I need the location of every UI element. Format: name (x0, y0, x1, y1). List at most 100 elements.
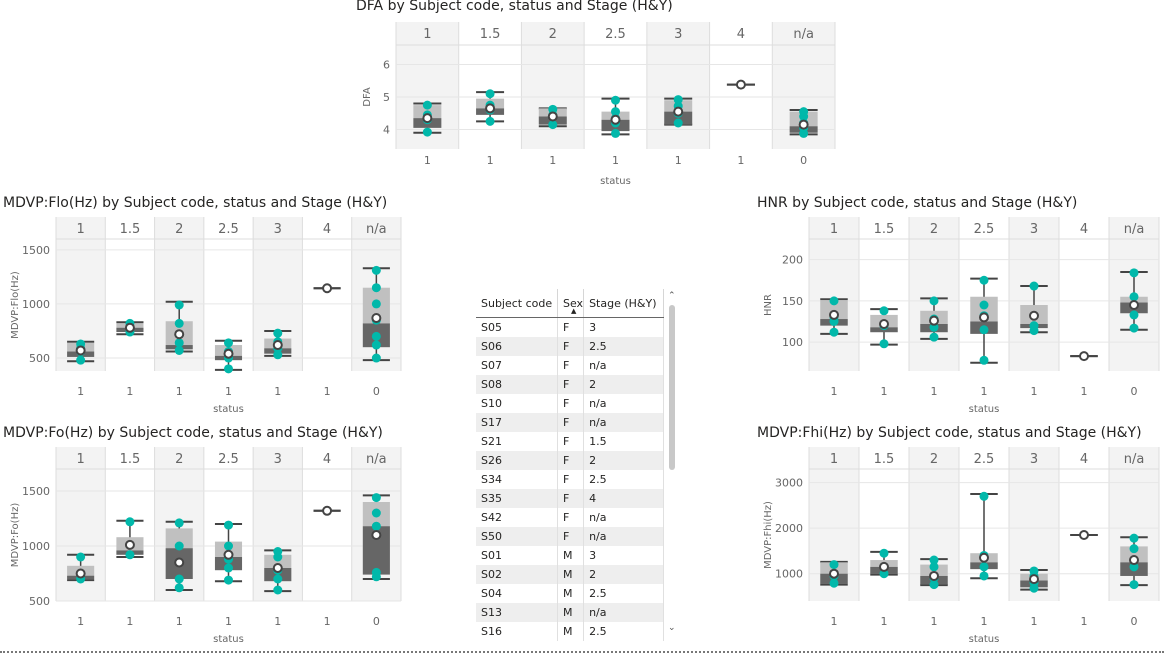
data-point (224, 563, 233, 573)
table-row[interactable]: S04 M 2.5 (476, 584, 664, 603)
cell-stage: n/a (583, 508, 664, 527)
chevron-down-icon[interactable]: ⌄ (668, 623, 676, 633)
facet-header-label: 2.5 (218, 452, 239, 467)
data-point (1029, 566, 1039, 576)
fhi-boxplot-chart[interactable]: MDVP:Fhi(Hz) by Subject code, status and… (754, 423, 1164, 648)
scrollbar-thumb[interactable] (669, 305, 675, 470)
mean-marker (547, 111, 558, 122)
status-tick-label: 1 (981, 615, 988, 628)
mean-marker (1079, 530, 1089, 540)
data-point (1129, 562, 1139, 572)
chevron-up-icon[interactable]: ⌃ (668, 291, 676, 301)
table-row[interactable]: S16 M 2.5 (476, 622, 664, 641)
facet-header-label: 3 (674, 27, 682, 42)
column-header-subject-code[interactable]: Subject code (476, 289, 558, 318)
y-tick-label: 4 (383, 124, 390, 137)
y-tick-label: 500 (29, 595, 50, 608)
column-header-sex[interactable]: Sex ▲ (557, 289, 585, 318)
facet-header-label: 1.5 (874, 222, 895, 237)
x-axis-label: status (969, 404, 1000, 415)
data-point (611, 128, 620, 138)
cell-stage: 2.5 (583, 470, 664, 489)
x-axis-label: status (600, 176, 631, 187)
status-tick-label: 1 (176, 615, 183, 628)
sort-ascending-icon: ▲ (571, 307, 577, 315)
table-row[interactable]: S21 F 1.5 (476, 432, 664, 451)
data-point (611, 95, 620, 105)
box-upper-quartile (1120, 546, 1148, 563)
data-point (1129, 533, 1139, 543)
data-point (224, 541, 233, 551)
dfa-boxplot-chart[interactable]: DFA by Subject code, status and Stage (H… (356, 0, 846, 190)
box-lower-quartile (664, 111, 693, 125)
data-point (371, 299, 381, 309)
y-tick-label: 2000 (775, 522, 803, 535)
facet-header-label: n/a (1124, 452, 1145, 467)
y-axis-label: DFA (362, 87, 373, 107)
table-scrollbar[interactable]: ⌃ ⌄ (665, 289, 679, 637)
table-row[interactable]: S05 F 3 (476, 317, 664, 337)
mean-marker (322, 505, 333, 516)
facet-header-label: 4 (323, 222, 331, 237)
facet-panel-bg (646, 22, 710, 149)
table-row[interactable]: S02 M 2 (476, 565, 664, 584)
cell-sex: M (557, 603, 585, 622)
facet-header-label: 1.5 (120, 222, 141, 237)
cell-subject-code: S35 (476, 489, 558, 508)
table-row[interactable]: S26 F 2 (476, 451, 664, 470)
table-row[interactable]: S34 F 2.5 (476, 470, 664, 489)
facet-header-label: 1.5 (874, 452, 895, 467)
mean-marker (929, 570, 939, 581)
cell-stage: n/a (583, 394, 664, 413)
data-point (1029, 281, 1039, 291)
facet-header-label: 3 (274, 452, 282, 467)
facet-header-label: 2.5 (974, 222, 995, 237)
cell-subject-code: S08 (476, 375, 558, 394)
column-header-stage[interactable]: Stage (H&Y) (583, 289, 664, 318)
status-tick-label: 1 (126, 615, 133, 628)
data-point (76, 355, 86, 365)
cell-subject-code: S26 (476, 451, 558, 470)
data-point (829, 578, 839, 588)
facet-panel-bg (909, 217, 959, 371)
y-axis-label: HNR (763, 294, 774, 316)
mean-marker (223, 348, 234, 359)
facet-header-label: 4 (1080, 452, 1088, 467)
flo-boxplot-chart[interactable]: MDVP:Flo(Hz) by Subject code, status and… (0, 193, 410, 418)
mean-marker (124, 539, 135, 550)
status-tick-label: 0 (800, 154, 807, 167)
cell-stage: n/a (583, 413, 664, 432)
cell-sex: F (557, 375, 585, 394)
y-tick-label: 1000 (22, 298, 50, 311)
status-tick-label: 1 (881, 385, 888, 398)
table-row[interactable]: S01 M 3 (476, 546, 664, 565)
subject-table[interactable]: Subject code Sex ▲ Stage (H&Y) S05 F 3 S06 F 2… (476, 289, 679, 647)
y-axis-label: MDVP:Fhi(Hz) (763, 501, 774, 569)
status-tick-label: 1 (274, 615, 281, 628)
facet-header-label: 3 (274, 222, 282, 237)
cell-stage: 2.5 (583, 622, 664, 641)
cell-sex: F (557, 508, 585, 527)
table-row[interactable]: S35 F 4 (476, 489, 664, 508)
facet-header-label: 1 (77, 222, 85, 237)
y-tick-label: 100 (782, 336, 803, 349)
data-point (371, 493, 381, 503)
y-tick-label: 1000 (775, 568, 803, 581)
hnr-boxplot-chart[interactable]: HNR by Subject code, status and Stage (H… (754, 193, 1164, 418)
table-row[interactable]: S06 F 2.5 (476, 337, 664, 356)
fo-boxplot-chart[interactable]: MDVP:Fo(Hz) by Subject code, status and … (0, 423, 410, 648)
table-row[interactable]: S08 F 2 (476, 375, 664, 394)
data-point (371, 331, 381, 341)
box-upper-quartile (165, 528, 193, 549)
data-point (548, 120, 558, 130)
chart-title: MDVP:Flo(Hz) by Subject code, status and… (3, 195, 388, 211)
cell-sex: F (557, 413, 585, 432)
mean-marker (829, 568, 839, 579)
data-point (76, 552, 86, 562)
